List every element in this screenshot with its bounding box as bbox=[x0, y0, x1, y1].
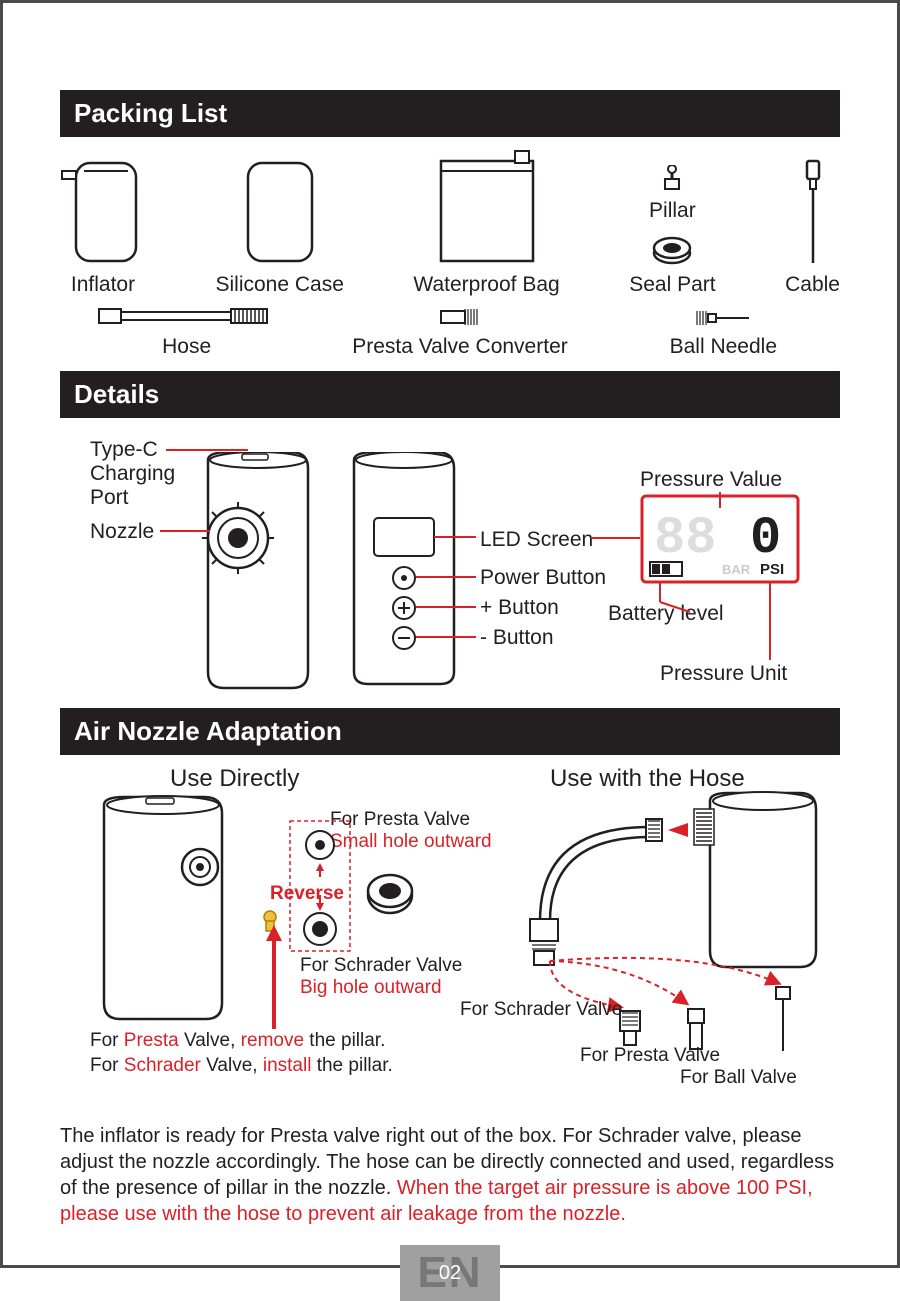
footer-paragraph: The inflator is ready for Presta valve r… bbox=[60, 1123, 840, 1227]
packing-item-hose: Hose bbox=[77, 303, 297, 359]
section-header-packing: Packing List bbox=[60, 90, 840, 137]
packing-label: Silicone Case bbox=[216, 273, 344, 297]
packing-row-2: Hose Presta Valve Converter bbox=[60, 303, 840, 359]
presta-converter-icon bbox=[435, 305, 485, 329]
packing-label: Waterproof Bag bbox=[413, 273, 559, 297]
svg-text:0: 0 bbox=[750, 509, 781, 568]
packing-label: Pillar bbox=[629, 199, 715, 223]
nozzle-diagram: Use Directly Use with the Hose For Prest… bbox=[60, 765, 840, 1115]
label-hose-ball: For Ball Valve bbox=[680, 1067, 797, 1089]
callout-lines-center bbox=[410, 428, 670, 688]
packing-item-case: Silicone Case bbox=[216, 157, 344, 297]
packing-label: Hose bbox=[77, 335, 297, 359]
packing-item-seal: Pillar Seal Part bbox=[629, 165, 715, 297]
seal-part-icon bbox=[647, 233, 697, 267]
page-number: 02 bbox=[439, 1262, 461, 1285]
section-header-details: Details bbox=[60, 371, 840, 418]
waterproof-bag-icon bbox=[435, 147, 539, 267]
packing-item-inflator: Inflator bbox=[60, 157, 146, 297]
silicone-case-icon bbox=[240, 157, 320, 267]
packing-label: Cable bbox=[785, 273, 840, 297]
heading-use-hose: Use with the Hose bbox=[550, 765, 745, 793]
packing-item-converter: Presta Valve Converter bbox=[330, 305, 590, 359]
device-direct-icon bbox=[90, 795, 240, 1025]
svg-text:BAR: BAR bbox=[722, 562, 751, 577]
inflator-icon bbox=[60, 157, 146, 267]
label-hose-schrader: For Schrader Valve bbox=[460, 999, 622, 1021]
packing-item-bag: Waterproof Bag bbox=[413, 147, 559, 297]
label-pressure-value: Pressure Value bbox=[640, 468, 782, 492]
pillar-instructions: For Presta Valve, remove the pillar. For… bbox=[90, 1029, 393, 1078]
ball-needle-icon bbox=[693, 307, 753, 329]
label-pressure-unit: Pressure Unit bbox=[660, 662, 787, 686]
svg-text:PSI: PSI bbox=[760, 561, 784, 578]
heading-use-directly: Use Directly bbox=[170, 765, 299, 793]
section-header-nozzle: Air Nozzle Adaptation bbox=[60, 708, 840, 755]
packing-label: Presta Valve Converter bbox=[330, 335, 590, 359]
pillar-icon bbox=[647, 165, 697, 193]
hose-valve-lines bbox=[490, 955, 850, 1115]
packing-label: Seal Part bbox=[629, 273, 715, 297]
hose-icon bbox=[97, 303, 277, 329]
callout-lines-left bbox=[60, 428, 260, 628]
label-hose-presta: For Presta Valve bbox=[580, 1045, 720, 1067]
led-screen-detail-icon: 88 0 BAR PSI bbox=[640, 494, 830, 614]
pillar-arrow-icon bbox=[260, 925, 320, 1045]
packing-item-needle: Ball Needle bbox=[623, 307, 823, 359]
packing-label: Ball Needle bbox=[623, 335, 823, 359]
packing-item-cable: Cable bbox=[785, 157, 840, 297]
details-diagram: Type-C Charging Port Nozzle bbox=[60, 428, 840, 708]
packing-label: Inflator bbox=[60, 273, 146, 297]
svg-text:88: 88 bbox=[654, 509, 716, 568]
manual-page: Packing List Inflator Silicone Case bbox=[0, 0, 900, 1301]
cable-icon bbox=[791, 157, 835, 267]
page-number-box: EN 02 bbox=[400, 1245, 500, 1301]
packing-row-1: Inflator Silicone Case Waterproof Bag bbox=[60, 147, 840, 297]
